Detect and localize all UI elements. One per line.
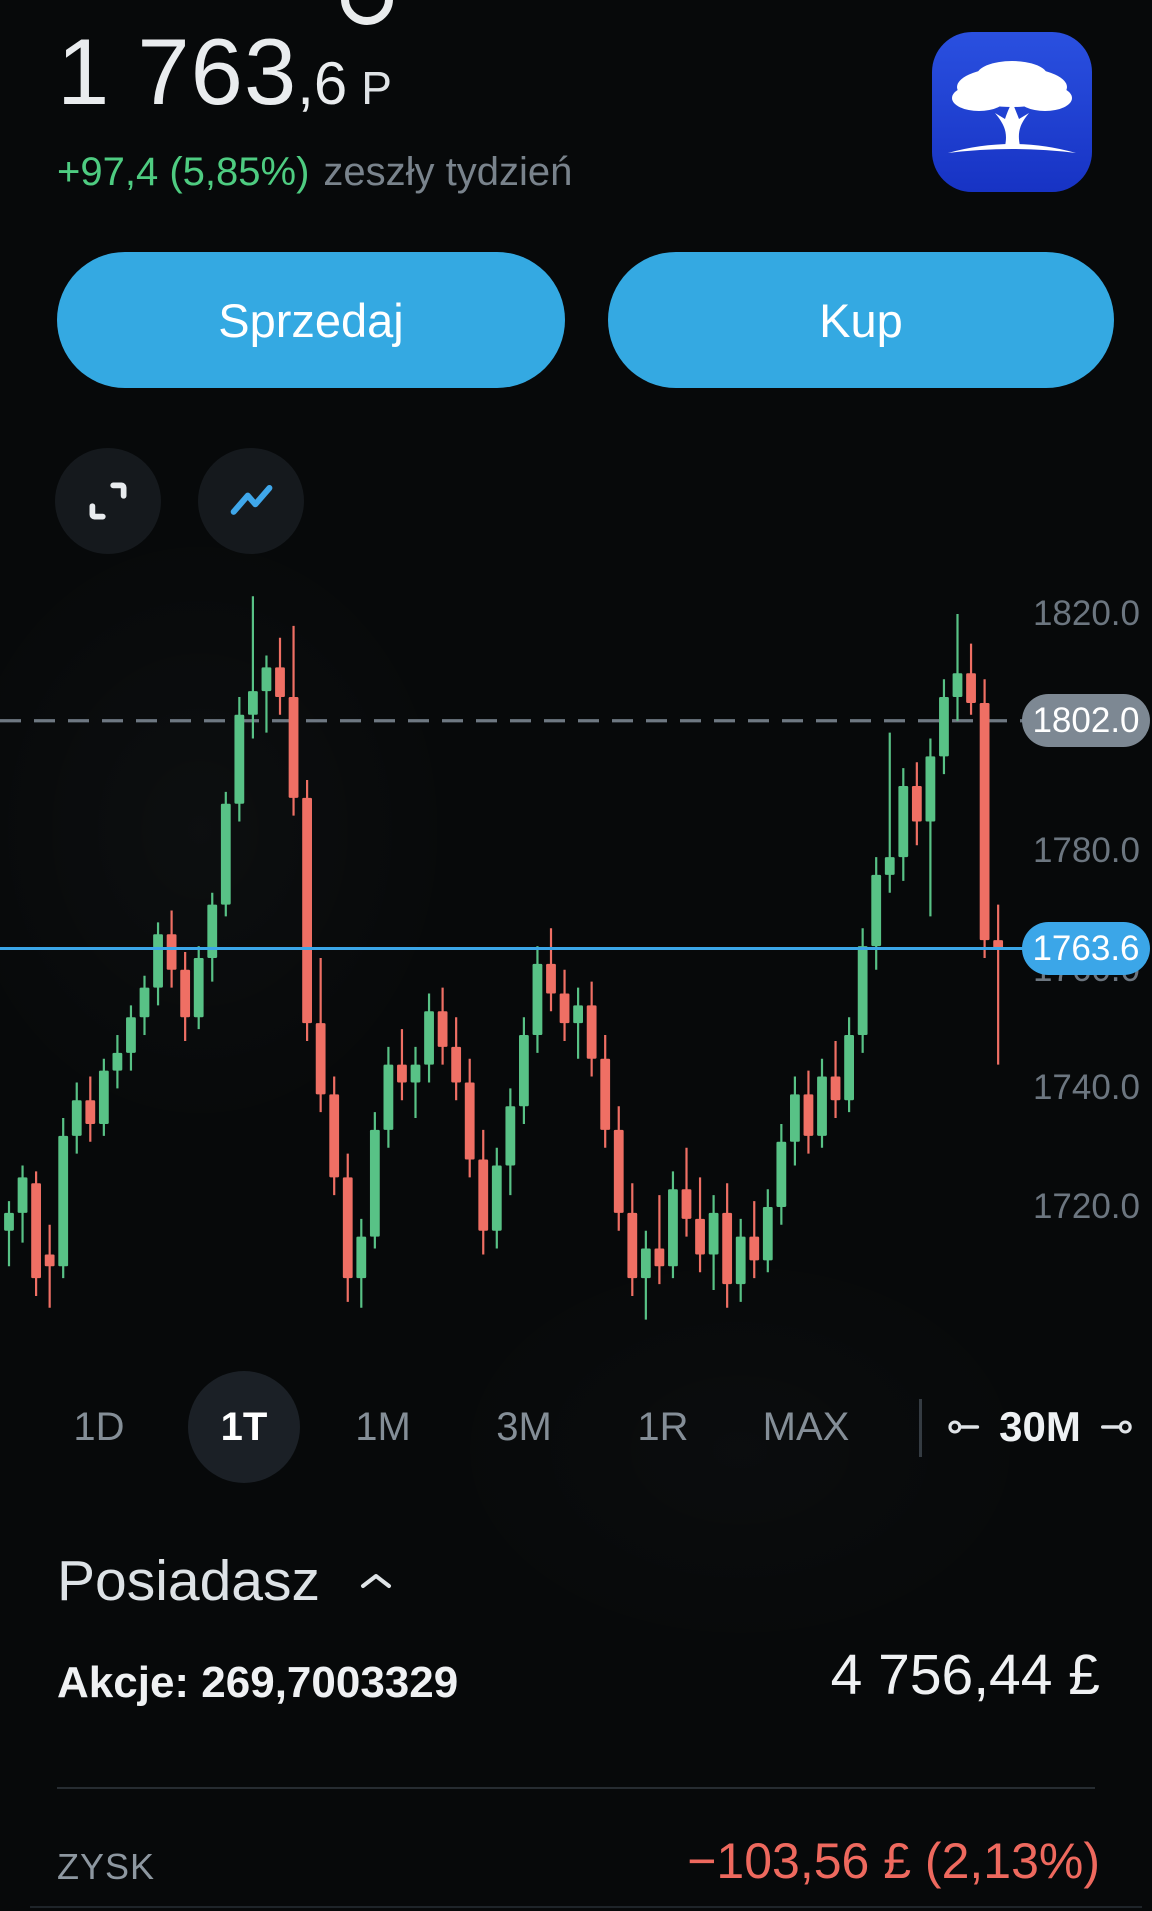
profit-label: ZYSK	[57, 1846, 156, 1887]
fullscreen-chart-button[interactable]	[55, 448, 161, 554]
interval-left-knob-icon	[948, 1420, 980, 1434]
timeframe-1m[interactable]: 1M	[355, 1405, 411, 1449]
timeframe-1t-active[interactable]: 1T	[220, 1405, 268, 1449]
position-value: 4 756,44 £	[830, 1643, 1100, 1707]
axis-label-1820: 1820.0	[1032, 594, 1140, 633]
profit-value: −103,56 £ (2,13%)	[687, 1833, 1100, 1889]
interval-label: 30M	[999, 1403, 1081, 1450]
price-change-value: +97,4 (5,85%)	[57, 150, 310, 194]
sell-button-label: Sprzedaj	[218, 293, 404, 347]
interval-right-knob-icon	[1100, 1420, 1132, 1434]
timeframe-max[interactable]: MAX	[762, 1405, 850, 1449]
clipped-title-glyph	[341, 0, 393, 25]
holdings-section-toggle[interactable]: Posiadasz	[57, 1548, 394, 1614]
price-change-period: zeszły tydzień	[323, 150, 573, 194]
tree-logo-icon	[932, 32, 1092, 192]
current-price-label: 1763.6	[1032, 928, 1140, 968]
expand-icon	[89, 482, 127, 520]
price-change-row: +97,4 (5,85%) zeszły tydzień	[57, 150, 572, 195]
active-timeframe-highlight	[188, 1371, 300, 1483]
week-high-price-tag: 1802.0	[1022, 694, 1150, 747]
bottom-divider	[30, 1906, 1142, 1908]
axis-label-1720: 1720.0	[1032, 1187, 1140, 1226]
chart-type-button[interactable]	[198, 448, 304, 554]
timeframe-1r[interactable]: 1R	[637, 1405, 689, 1449]
candlestick-chart[interactable]	[0, 575, 1040, 1355]
buy-button[interactable]: Kup	[608, 252, 1114, 388]
current-price-tag: 1763.6	[1022, 922, 1150, 975]
section-divider	[57, 1787, 1095, 1789]
holdings-title: Posiadasz	[57, 1549, 320, 1613]
buy-button-label: Kup	[819, 293, 903, 347]
week-high-price-label: 1802.0	[1032, 700, 1140, 740]
timeframe-3m[interactable]: 3M	[496, 1405, 552, 1449]
axis-label-1780: 1780.0	[1032, 831, 1140, 870]
price-integer: 1 763	[57, 19, 298, 124]
timeframe-divider	[919, 1399, 922, 1457]
instrument-price: 1 763,6 P	[57, 18, 392, 126]
sell-button[interactable]: Sprzedaj	[57, 252, 565, 388]
instrument-logo	[932, 32, 1092, 192]
candle-interval-control[interactable]: 30M	[948, 1403, 1132, 1450]
price-fraction: ,6	[297, 50, 348, 117]
price-currency-unit: P	[361, 62, 392, 114]
line-chart-icon	[230, 485, 273, 515]
timeframe-1d[interactable]: 1D	[73, 1405, 125, 1449]
shares-owned: Akcje: 269,7003329	[57, 1658, 459, 1707]
chevron-up-icon	[361, 1574, 391, 1588]
axis-label-1740: 1740.0	[1032, 1068, 1140, 1107]
